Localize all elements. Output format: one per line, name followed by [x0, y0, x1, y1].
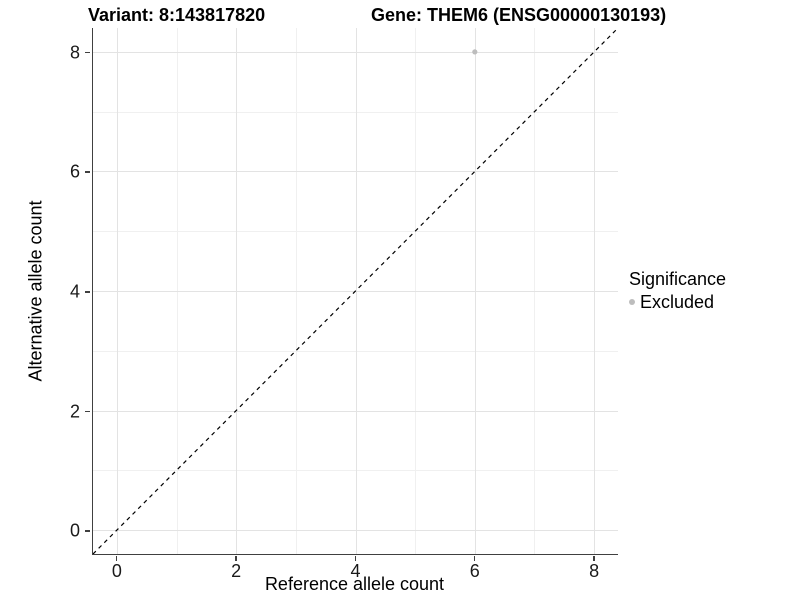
x-tick-label: 8 [589, 561, 600, 581]
y-axis-tick [85, 410, 90, 413]
x-axis-tick [235, 556, 237, 561]
plot-title-variant: Variant: 8:143817820 [88, 5, 266, 25]
x-tick-label: 6 [469, 561, 480, 581]
y-axis-tick [85, 291, 90, 293]
y-tick-label: 0 [69, 520, 80, 541]
x-tick-label: 2 [231, 561, 242, 581]
y-tick-label: 8 [69, 42, 80, 63]
x-axis-title: Reference allele count [264, 574, 445, 594]
y-tick-label: 6 [69, 161, 80, 182]
major-gridline-h [93, 51, 618, 53]
y-tick-label: 2 [69, 401, 80, 422]
major-gridline-h [93, 530, 618, 532]
x-tick-label: 0 [111, 561, 122, 581]
legend: Significance Excluded [629, 268, 726, 313]
y-axis-tick [85, 530, 90, 532]
legend-item-label: Excluded [640, 292, 715, 312]
major-gridline-h [93, 410, 618, 412]
identity-reference-line [93, 28, 618, 554]
legend-point-icon [629, 299, 635, 305]
x-axis-tick [115, 556, 118, 561]
y-axis-tick [85, 171, 90, 173]
x-axis-tick [473, 556, 476, 561]
plot-layer [93, 28, 618, 554]
plot-title-gene: Gene: THEM6 (ENSG00000130193) [371, 5, 667, 25]
x-tick-label: 4 [350, 561, 361, 581]
legend-item-excluded: Excluded [629, 291, 726, 313]
legend-title: Significance [629, 269, 727, 289]
y-tick-label: 4 [69, 281, 80, 302]
y-axis-tick [85, 51, 90, 54]
x-axis-tick [593, 556, 595, 561]
y-axis-title: Alternative allele count [25, 200, 46, 382]
data-point [472, 49, 478, 55]
plot-panel [92, 28, 618, 555]
major-gridline-h [93, 171, 618, 173]
x-axis-tick [354, 556, 356, 561]
